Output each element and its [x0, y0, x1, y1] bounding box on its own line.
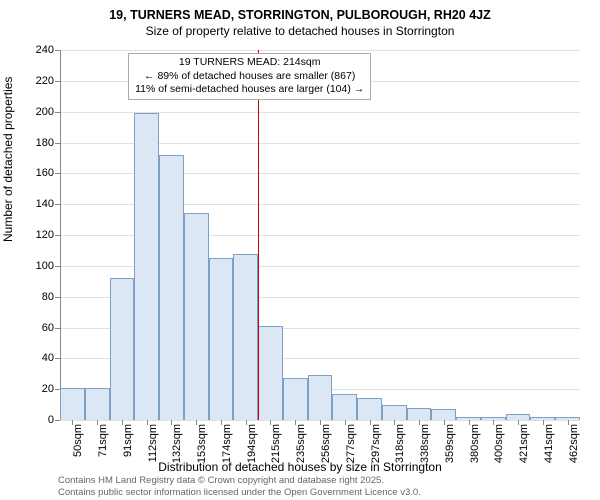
reference-line: [258, 50, 259, 420]
y-tick-label: 100: [36, 260, 54, 272]
x-tick-mark: [270, 420, 271, 425]
attribution-line-2: Contains public sector information licen…: [58, 487, 421, 498]
x-tick-label: 215sqm: [270, 424, 282, 463]
x-tick-mark: [196, 420, 197, 425]
annotation-line-3: 11% of semi-detached houses are larger (…: [135, 83, 364, 97]
chart-title-sub: Size of property relative to detached ho…: [0, 24, 600, 38]
y-tick-label: 220: [36, 75, 54, 87]
x-tick-mark: [72, 420, 73, 425]
x-tick-label: 194sqm: [246, 424, 258, 463]
x-tick-label: 112sqm: [147, 424, 159, 462]
x-tick-mark: [246, 420, 247, 425]
y-tick-label: 160: [36, 167, 54, 179]
x-tick-mark: [568, 420, 569, 425]
y-tick-mark: [55, 266, 60, 267]
y-tick-mark: [55, 358, 60, 359]
x-tick-label: 441sqm: [543, 424, 555, 463]
x-tick-mark: [518, 420, 519, 425]
y-tick-mark: [55, 389, 60, 390]
x-tick-label: 153sqm: [196, 424, 208, 463]
x-tick-mark: [419, 420, 420, 425]
y-tick-mark: [55, 112, 60, 113]
x-axis-label: Distribution of detached houses by size …: [0, 460, 600, 474]
x-tick-mark: [394, 420, 395, 425]
x-tick-label: 297sqm: [370, 424, 382, 463]
x-tick-mark: [97, 420, 98, 425]
y-tick-mark: [55, 235, 60, 236]
y-tick-label: 0: [48, 414, 54, 426]
y-tick-label: 180: [36, 137, 54, 149]
histogram-bar: [332, 394, 357, 420]
histogram-bar: [184, 213, 209, 420]
x-tick-label: 71sqm: [97, 424, 109, 457]
histogram-bar: [357, 398, 382, 420]
chart-title-main: 19, TURNERS MEAD, STORRINGTON, PULBOROUG…: [0, 8, 600, 22]
x-tick-label: 318sqm: [394, 424, 406, 463]
x-tick-mark: [221, 420, 222, 425]
x-tick-label: 359sqm: [444, 424, 456, 463]
x-tick-label: 277sqm: [345, 424, 357, 463]
y-tick-mark: [55, 297, 60, 298]
histogram-bar: [60, 388, 85, 420]
x-tick-mark: [370, 420, 371, 425]
y-tick-mark: [55, 143, 60, 144]
y-tick-label: 200: [36, 106, 54, 118]
x-tick-mark: [469, 420, 470, 425]
x-tick-label: 91sqm: [122, 424, 134, 457]
histogram-bar: [407, 408, 432, 420]
x-tick-label: 256sqm: [320, 424, 332, 463]
x-tick-mark: [147, 420, 148, 425]
x-tick-label: 338sqm: [419, 424, 431, 463]
y-tick-mark: [55, 173, 60, 174]
y-tick-label: 80: [42, 291, 54, 303]
x-tick-label: 421sqm: [518, 424, 530, 463]
y-tick-label: 20: [42, 383, 54, 395]
attribution: Contains HM Land Registry data © Crown c…: [58, 475, 421, 498]
y-tick-label: 140: [36, 198, 54, 210]
x-tick-mark: [493, 420, 494, 425]
x-tick-mark: [345, 420, 346, 425]
annotation-box: 19 TURNERS MEAD: 214sqm ← 89% of detache…: [128, 53, 371, 100]
y-tick-label: 240: [36, 44, 54, 56]
y-tick-label: 120: [36, 229, 54, 241]
y-tick-mark: [55, 328, 60, 329]
x-tick-mark: [122, 420, 123, 425]
histogram-bar: [209, 258, 234, 420]
histogram-bar: [258, 326, 283, 420]
y-tick-mark: [55, 50, 60, 51]
attribution-line-1: Contains HM Land Registry data © Crown c…: [58, 475, 421, 486]
histogram-bar: [233, 254, 258, 421]
histogram-bar: [85, 388, 110, 420]
y-tick-mark: [55, 204, 60, 205]
y-tick-label: 60: [42, 322, 54, 334]
histogram-bar: [134, 113, 159, 420]
histogram-bar: [308, 375, 333, 420]
annotation-line-1: 19 TURNERS MEAD: 214sqm: [135, 56, 364, 70]
x-tick-mark: [543, 420, 544, 425]
x-tick-mark: [320, 420, 321, 425]
y-axis-label: Number of detached properties: [1, 77, 15, 242]
y-tick-mark: [55, 81, 60, 82]
x-tick-label: 400sqm: [493, 424, 505, 463]
x-tick-label: 462sqm: [568, 424, 580, 463]
y-tick-label: 40: [42, 352, 54, 364]
x-tick-mark: [444, 420, 445, 425]
plot-area: 020406080100120140160180200220240 50sqm7…: [60, 50, 580, 420]
x-tick-mark: [171, 420, 172, 425]
histogram-bar: [283, 378, 308, 420]
histogram-bar: [382, 405, 407, 420]
histogram-bar: [431, 409, 456, 420]
x-tick-label: 235sqm: [295, 424, 307, 463]
x-tick-label: 50sqm: [72, 424, 84, 457]
bars-container: [60, 50, 580, 420]
histogram-bar: [110, 278, 135, 420]
histogram-bar: [159, 155, 184, 420]
x-tick-label: 174sqm: [221, 424, 233, 463]
x-tick-label: 380sqm: [469, 424, 481, 463]
y-tick-mark: [55, 420, 60, 421]
x-tick-label: 132sqm: [171, 424, 183, 463]
x-tick-mark: [295, 420, 296, 425]
annotation-line-2: ← 89% of detached houses are smaller (86…: [135, 70, 364, 84]
